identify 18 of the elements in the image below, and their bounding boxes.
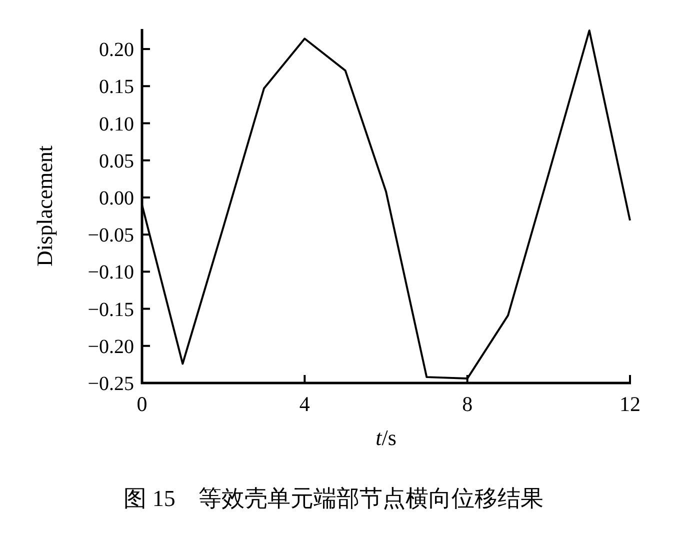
x-axis-title: t/s — [376, 425, 396, 450]
y-tick-label: −0.25 — [88, 373, 134, 395]
x-tick-label: 0 — [136, 392, 148, 416]
y-tick-label: 0.15 — [99, 76, 134, 98]
x-tick-label: 12 — [620, 392, 640, 416]
text: 图 15 等效壳单元端部节点横向位移结果 — [124, 486, 544, 511]
y-tick-label: 0.20 — [99, 39, 134, 62]
y-tick-label: 0.05 — [99, 150, 134, 172]
x-tick-label: 4 — [299, 392, 310, 416]
y-tick-label: 0.10 — [99, 113, 134, 136]
y-tick-label: −0.05 — [88, 224, 134, 247]
y-tick-label: 0.00 — [99, 187, 134, 210]
y-axis-title: Displacement — [32, 146, 57, 266]
x-tick-label: 8 — [462, 392, 473, 416]
y-tick-label: −0.10 — [88, 262, 134, 284]
y-tick-label: −0.15 — [88, 298, 134, 321]
y-tick-label: −0.20 — [88, 336, 134, 358]
line-series — [141, 29, 631, 380]
